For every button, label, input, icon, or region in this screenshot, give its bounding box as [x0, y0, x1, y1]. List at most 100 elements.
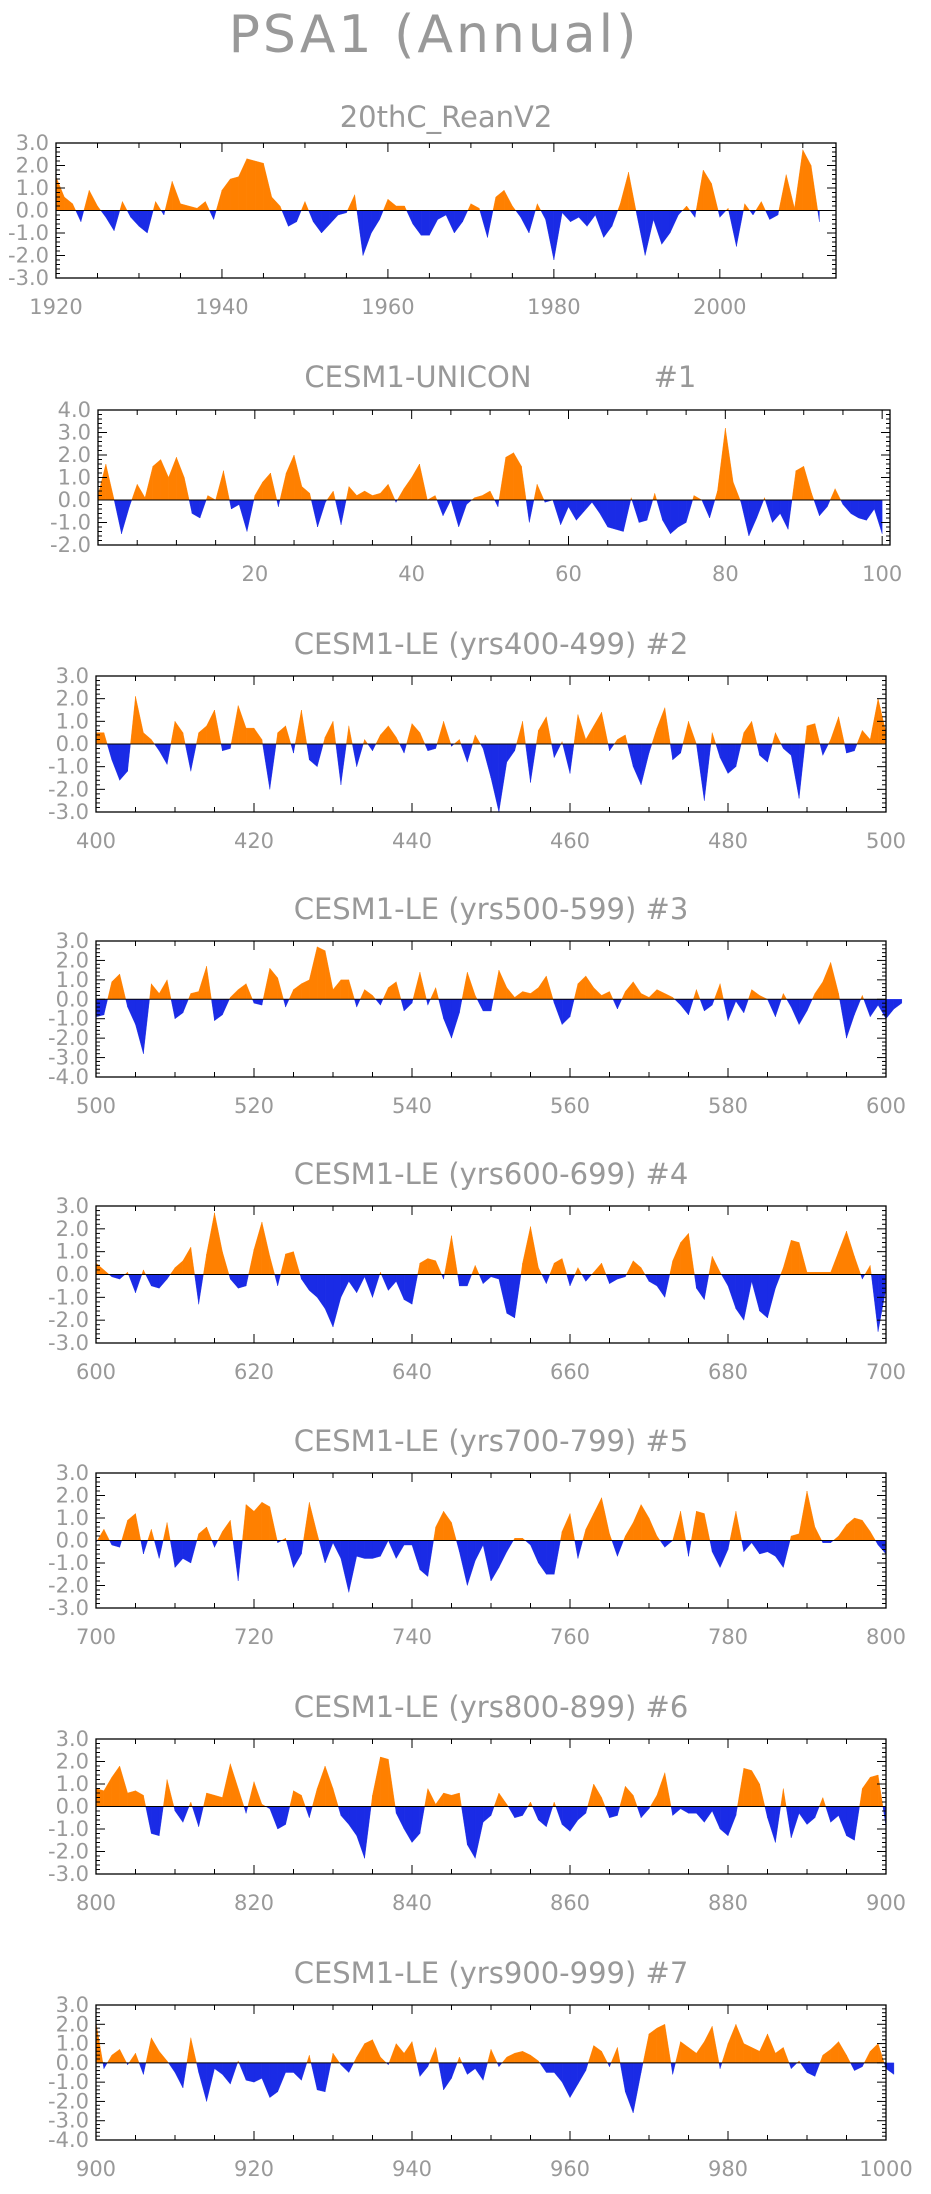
area-segment	[862, 1519, 871, 1541]
area-segment	[834, 488, 842, 501]
area-segment	[426, 999, 428, 1006]
area-segment	[804, 725, 808, 745]
area-segment	[696, 1510, 705, 1541]
area-segment	[396, 1274, 405, 1300]
area-segment	[727, 999, 737, 1021]
x-tick-label: 100	[862, 562, 902, 586]
area-segment	[489, 490, 495, 501]
area-segment	[370, 1795, 373, 1807]
area-segment	[798, 743, 806, 799]
area-segment	[858, 499, 867, 521]
area-segment	[704, 1274, 710, 1300]
x-tick-label: 900	[866, 1891, 906, 1915]
area-segment	[222, 1763, 231, 1807]
area-segment	[301, 1540, 304, 1555]
area-segment	[396, 488, 405, 501]
area-segment	[772, 499, 781, 524]
area-segment	[712, 1540, 721, 1568]
area-segment	[182, 1806, 190, 1823]
area-segment	[604, 1806, 610, 1818]
y-tick-label: 1.0	[56, 1506, 89, 1530]
area-segment	[751, 1540, 760, 1555]
area-segment	[854, 1256, 862, 1275]
area-segment	[450, 499, 459, 528]
area-segment	[794, 149, 804, 211]
area-segment	[569, 1513, 575, 1541]
area-segment	[471, 1265, 476, 1275]
area-segment	[467, 1540, 476, 1586]
area-segment	[735, 2024, 744, 2064]
area-segment	[725, 427, 734, 501]
area-segment	[456, 2057, 460, 2064]
y-tick-label: -3.0	[48, 1331, 89, 1355]
area-segment	[417, 1263, 421, 1275]
area-segment	[576, 499, 585, 521]
x-tick-label: 1000	[859, 2157, 912, 2181]
area-segment	[196, 1533, 199, 1541]
x-tick-label: 640	[392, 1360, 432, 1384]
area-segment	[151, 1274, 160, 1289]
area-segment	[453, 739, 460, 745]
area-segment	[743, 1540, 752, 1553]
area-segment	[870, 1265, 872, 1275]
area-segment	[626, 1260, 634, 1275]
area-segment	[198, 1806, 204, 1827]
area-segment	[198, 2062, 207, 2102]
area-segment	[135, 696, 144, 745]
area-segment	[735, 743, 742, 767]
area-segment	[599, 499, 608, 528]
area-segment	[493, 1792, 500, 1807]
area-segment	[263, 163, 272, 211]
area-segment	[435, 1792, 444, 1807]
y-tick-label: 0.0	[56, 987, 89, 1011]
area-segment	[111, 743, 120, 781]
area-segment	[625, 981, 634, 1000]
area-segment	[870, 698, 879, 745]
area-segment	[190, 2037, 197, 2064]
area-segment	[695, 169, 704, 211]
area-segment	[798, 999, 808, 1026]
area-segment	[538, 1267, 543, 1275]
y-tick-label: -1.0	[48, 1007, 89, 1031]
area-segment	[798, 1806, 808, 1826]
plot-frame	[95, 2004, 887, 2141]
area-segment	[817, 210, 820, 222]
area-segment	[174, 2062, 184, 2089]
area-segment	[300, 201, 306, 211]
area-segment	[214, 2062, 223, 2075]
y-tick-label: 3.0	[56, 1727, 89, 1751]
area-segment	[490, 743, 500, 813]
area-segment	[727, 1274, 737, 1309]
area-segment	[338, 1806, 342, 1816]
area-segment	[332, 1788, 339, 1807]
area-segment	[748, 499, 757, 537]
area-segment	[522, 721, 526, 745]
area-segment	[625, 2062, 634, 2114]
area-segment	[106, 2054, 112, 2064]
area-segment	[717, 210, 721, 218]
x-tick-label: 1980	[527, 295, 580, 319]
area-segment	[196, 201, 206, 211]
x-tick-label: 960	[550, 2157, 590, 2181]
area-segment	[680, 1511, 686, 1541]
area-segment	[586, 210, 596, 227]
y-tick-label: 2.0	[16, 154, 49, 178]
area-segment	[625, 1521, 634, 1541]
area-segment	[822, 2048, 831, 2064]
area-segment	[591, 499, 601, 515]
area-segment	[221, 178, 231, 211]
area-segment	[318, 1540, 326, 1564]
area-segment	[145, 2037, 152, 2064]
x-tick-label: 2000	[693, 295, 746, 319]
area-segment	[387, 1540, 397, 1559]
area-segment	[530, 2054, 539, 2064]
area-segment	[633, 1795, 638, 1807]
area-segment	[199, 499, 207, 519]
area-segment	[269, 2062, 278, 2098]
area-segment	[461, 2062, 468, 2075]
area-segment	[751, 989, 760, 1000]
area-segment	[680, 1806, 689, 1814]
area-segment	[870, 999, 879, 1018]
area-segment	[230, 989, 239, 1000]
panel-title: CESM1-LE (yrs400-499) #2	[294, 627, 689, 661]
